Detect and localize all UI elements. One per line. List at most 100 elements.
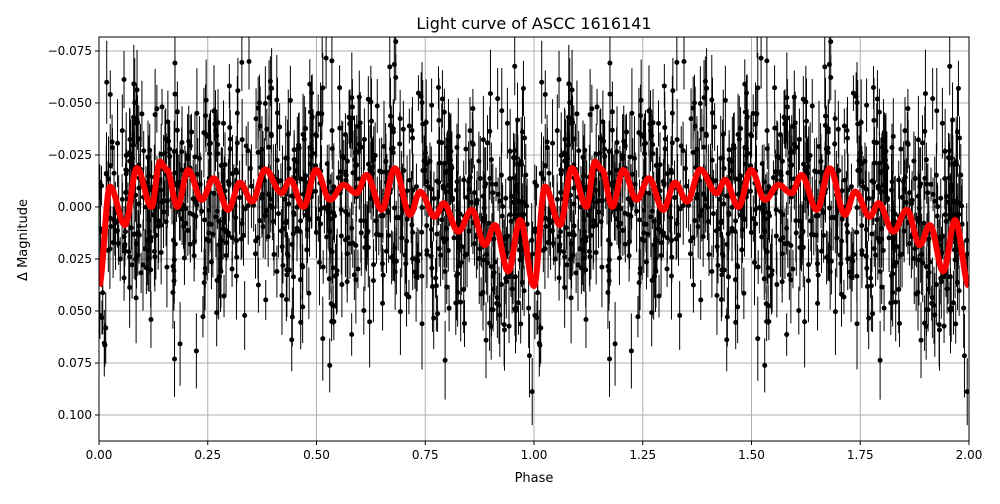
- data-point: [502, 236, 508, 242]
- data-point: [543, 223, 549, 229]
- data-point: [690, 105, 696, 111]
- data-point: [365, 228, 371, 234]
- data-point: [172, 356, 178, 362]
- data-point: [678, 143, 684, 149]
- data-point: [339, 153, 345, 159]
- data-point: [575, 262, 581, 268]
- data-point: [355, 266, 361, 272]
- data-point: [774, 153, 780, 159]
- data-point: [724, 337, 730, 343]
- data-point: [922, 91, 928, 97]
- data-point: [864, 102, 870, 108]
- data-point: [580, 248, 586, 254]
- data-point: [397, 309, 403, 315]
- data-point: [662, 146, 668, 152]
- data-point: [274, 269, 280, 275]
- data-point: [287, 97, 293, 103]
- data-point: [484, 140, 490, 146]
- data-point: [486, 220, 492, 226]
- data-point: [489, 181, 495, 187]
- data-point: [214, 208, 220, 214]
- data-point: [755, 336, 761, 342]
- data-point: [380, 300, 386, 306]
- data-point: [618, 220, 624, 226]
- data-point: [941, 274, 947, 280]
- data-point: [850, 90, 856, 96]
- data-point: [826, 259, 832, 265]
- data-point: [896, 321, 902, 327]
- data-point: [291, 147, 297, 153]
- data-point: [156, 218, 162, 224]
- data-point: [800, 228, 806, 234]
- data-point: [529, 389, 535, 395]
- data-point: [286, 165, 292, 171]
- data-point: [275, 211, 281, 217]
- data-point: [416, 251, 422, 257]
- data-point: [409, 127, 415, 133]
- data-point: [164, 198, 170, 204]
- data-point: [537, 342, 543, 348]
- data-point: [349, 95, 355, 101]
- data-point: [503, 195, 509, 201]
- data-point: [903, 200, 909, 206]
- data-point: [674, 59, 680, 65]
- data-point: [802, 166, 808, 172]
- data-point: [761, 276, 767, 282]
- data-point: [802, 319, 808, 325]
- data-point: [890, 263, 896, 269]
- data-point: [327, 362, 333, 368]
- data-point: [253, 116, 259, 122]
- data-point: [172, 170, 178, 176]
- data-point: [724, 314, 730, 320]
- data-point: [242, 206, 248, 212]
- data-point: [506, 323, 512, 329]
- y-tick-label: 0.100: [58, 408, 92, 422]
- data-point: [628, 199, 634, 205]
- data-point: [488, 307, 494, 313]
- data-point: [229, 266, 235, 272]
- data-point: [845, 256, 851, 262]
- data-point: [557, 248, 563, 254]
- data-point: [152, 254, 158, 260]
- data-point: [848, 184, 854, 190]
- data-point: [924, 181, 930, 187]
- data-point: [403, 261, 409, 267]
- data-point: [961, 305, 967, 311]
- data-point: [866, 315, 872, 321]
- data-point: [832, 309, 838, 315]
- data-point: [827, 245, 833, 251]
- data-point: [315, 110, 321, 116]
- data-point: [526, 305, 532, 311]
- data-point: [878, 170, 884, 176]
- data-point: [289, 337, 295, 343]
- data-point: [481, 205, 487, 211]
- data-point: [593, 222, 599, 228]
- data-point: [870, 311, 876, 317]
- data-point: [495, 96, 501, 102]
- data-point: [133, 295, 139, 301]
- y-tick-label: −0.075: [48, 44, 92, 58]
- data-point: [591, 218, 597, 224]
- data-point: [215, 151, 221, 157]
- data-point: [154, 106, 160, 112]
- data-point: [488, 157, 494, 163]
- data-point: [196, 155, 202, 161]
- data-point: [652, 242, 658, 248]
- data-point: [136, 136, 142, 142]
- data-point: [413, 184, 419, 190]
- data-point: [290, 274, 296, 280]
- data-point: [858, 119, 864, 125]
- data-point: [923, 307, 929, 313]
- data-point: [569, 87, 575, 93]
- data-point: [656, 120, 662, 126]
- data-point: [331, 213, 337, 219]
- data-point: [213, 128, 219, 134]
- data-point: [785, 240, 791, 246]
- data-point: [789, 149, 795, 155]
- data-point: [504, 120, 510, 126]
- data-point: [295, 142, 301, 148]
- data-point: [880, 247, 886, 253]
- data-point: [830, 214, 836, 220]
- data-point: [597, 150, 603, 156]
